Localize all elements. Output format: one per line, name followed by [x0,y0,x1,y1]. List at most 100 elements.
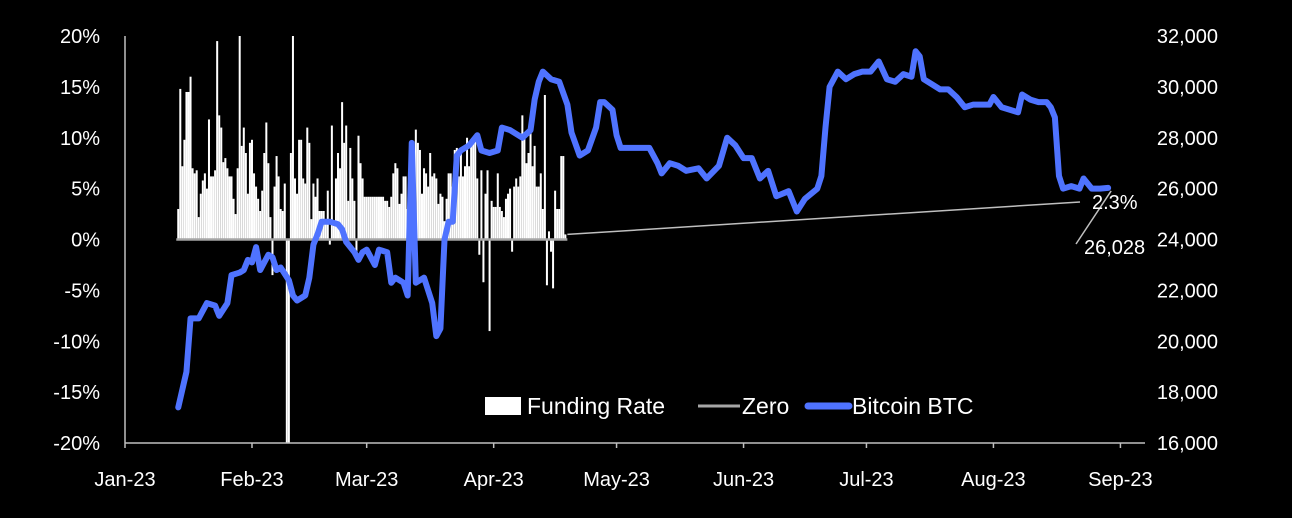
funding-rate-bar [517,186,520,240]
right-tick-label: 28,000 [1157,128,1218,150]
funding-rate-bar [210,176,213,240]
funding-rate-bar [466,137,469,240]
funding-rate-bar [435,178,438,240]
funding-rate-bar [507,193,510,240]
funding-rate-bar [515,178,518,240]
funding-rate-bar [472,137,475,240]
funding-rate-bar [255,186,258,240]
funding-rate-bar [304,183,307,240]
funding-rate-bar [560,156,563,240]
funding-rate-bar [457,176,460,240]
x-tick-label: Jan-23 [94,469,155,491]
funding-rate-bar [302,178,305,240]
funding-rate-bar [300,139,303,240]
funding-rate-bar [218,115,221,240]
funding-rate-bar [533,145,536,240]
funding-rate-bar [547,231,550,240]
legend-label-bitcoin: Bitcoin BTC [852,393,973,419]
funding-rate-bar [296,193,299,240]
funding-rate-bar [550,239,553,252]
funding-rate-bar [390,196,393,240]
funding-rate-bar [314,196,317,240]
funding-rate-bar [361,178,364,240]
x-tick-label: Mar-23 [335,469,398,491]
funding-rate-bar [482,239,485,283]
funding-rate-bar [341,102,344,240]
funding-rate-bar [564,234,567,240]
left-tick-label: -10% [53,331,100,353]
funding-rate-bar [375,196,378,240]
x-tick-label: Aug-23 [961,469,1026,491]
funding-rate-bar [423,168,426,240]
funding-rate-bar [287,239,290,443]
funding-rate-bar [212,176,215,240]
funding-rate-bar [531,166,534,240]
legend: Funding Rate Zero Bitcoin BTC [485,393,973,419]
funding-rate-bar [384,200,387,240]
bitcoin-line-group [175,48,1112,411]
funding-rate-bar [511,239,514,252]
funding-rate-bar [552,239,555,289]
funding-rate-bar [359,163,362,240]
funding-rate-bar [357,135,360,240]
funding-rate-bar [476,178,479,240]
funding-rate-bar [367,196,370,240]
funding-rate-bar [464,166,466,240]
funding-rate-bar [216,41,219,240]
funding-rate-bar [222,162,225,240]
funding-rate-bar [490,200,493,240]
funding-rate-bar [420,193,423,240]
funding-rate-bar [543,95,546,240]
funding-rate-bar [539,173,542,240]
funding-rate-bar [468,166,471,240]
funding-rate-bar [494,206,497,240]
funding-rate-bar [187,91,190,240]
funding-rate-bar [326,190,329,240]
funding-rate-bar [380,196,383,240]
funding-rate-bar [275,156,278,240]
funding-rate-bar [203,173,206,240]
funding-rate-bar [334,178,337,240]
right-tick-label: 26,000 [1157,179,1218,201]
funding-rate-bar [207,119,210,240]
funding-rate-bar [459,153,462,240]
funding-rate-bar [562,156,565,240]
funding-rate-bar [226,168,229,240]
funding-rate-bar [191,168,194,240]
funding-rate-bar [238,36,241,240]
funding-rate-bar [398,203,401,240]
funding-rate-bar [308,142,311,240]
funding-rate-bar [250,139,253,240]
funding-rate-bar [373,196,376,240]
funding-rate-bar [345,125,348,240]
funding-rate-bar [474,135,477,240]
funding-rate-bar [312,183,315,240]
funding-rate-bar [351,178,354,240]
funding-rate-bar [441,196,444,240]
funding-rate-bar [179,88,182,240]
funding-rate-bar [484,193,487,240]
funding-rate-bar [248,142,251,240]
funding-rate-bar [185,91,188,240]
funding-rate-bar [500,211,503,240]
funding-rate-bar [529,129,532,240]
funding-rate-bar [388,206,391,240]
funding-rate-bar [269,217,272,240]
funding-rate-bar [261,190,264,240]
funding-rate-bar [244,153,247,240]
x-tick-label: Jul-23 [839,469,893,491]
funding-rate-bar [353,200,356,240]
funding-rate-bar [183,139,186,240]
funding-rate-bar [488,239,491,332]
funding-rate-bar [240,145,243,240]
funding-rate-bar [232,198,235,240]
funding-rate-bar [556,208,559,240]
funding-rate-bar [242,127,245,240]
funding-rate-bar [425,173,428,240]
left-tick-label: 15% [60,77,100,99]
funding-rate-bar [277,176,280,240]
funding-rate-bar [201,180,204,240]
funding-rate-bar [310,219,313,240]
